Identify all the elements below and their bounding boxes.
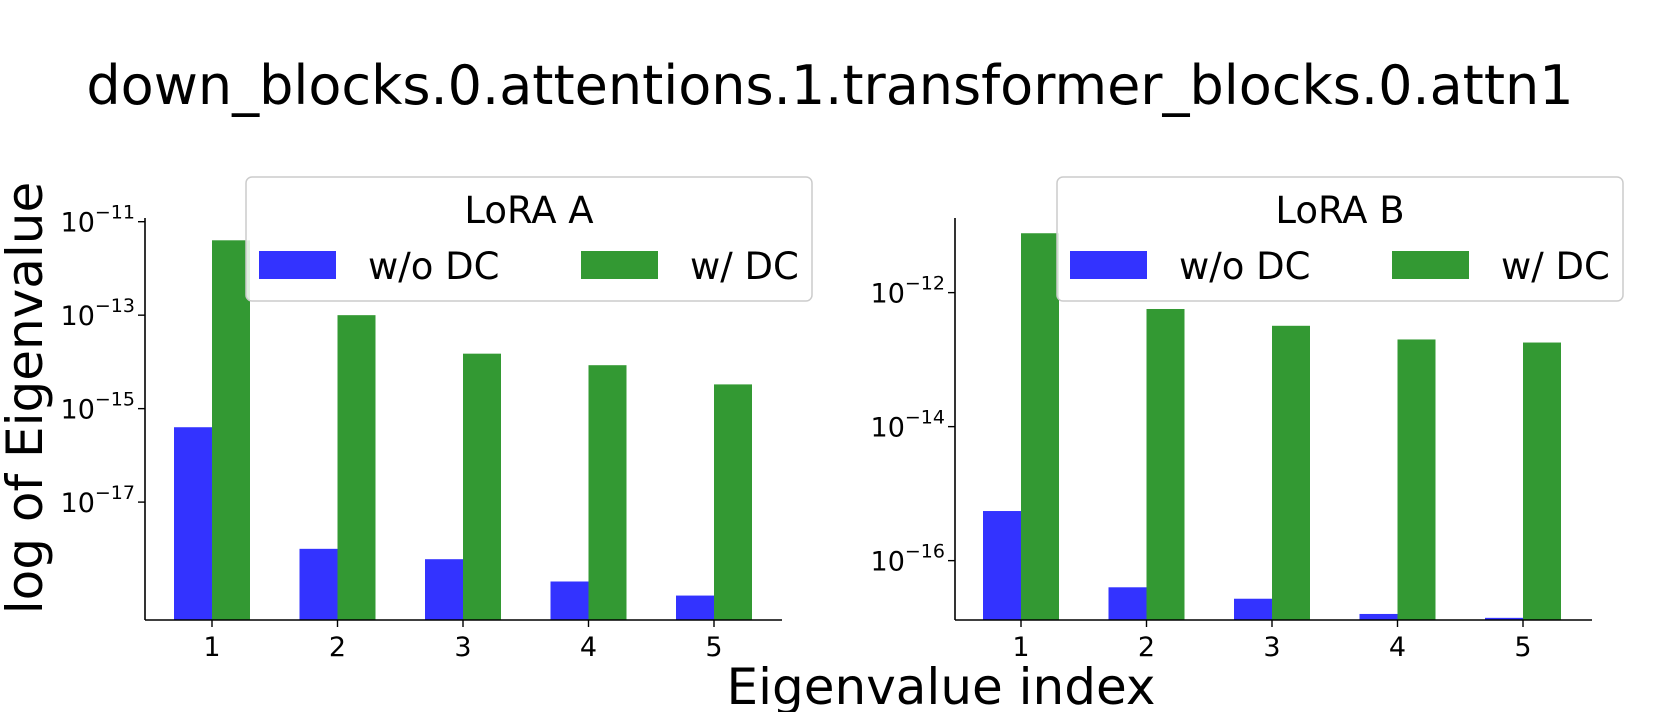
bar-with-dc-3 bbox=[1272, 325, 1310, 620]
bar-with-dc-2 bbox=[337, 315, 376, 620]
x-tick-label: 5 bbox=[705, 632, 722, 663]
y-axis-label: log of Eigenvalue bbox=[0, 182, 54, 614]
x-tick-label: 2 bbox=[1138, 632, 1155, 663]
legend-swatch-without-dc bbox=[259, 251, 336, 279]
y-tick-label: 10−12 bbox=[871, 273, 945, 310]
bar-with-dc-5 bbox=[1523, 342, 1561, 620]
legend-title: LoRA B bbox=[1275, 189, 1404, 232]
bar-with-dc-2 bbox=[1146, 308, 1185, 620]
legend-label-with-dc: w/ DC bbox=[1501, 245, 1610, 288]
legend: LoRA A w/o DC w/ DC bbox=[245, 176, 813, 302]
legend-label-without-dc: w/o DC bbox=[1179, 245, 1310, 288]
bar-with-dc-4 bbox=[588, 365, 627, 620]
panel-lora-a: 1 2 3 4 5 10−11 10−13 10−15 10−17 LoRA A w/o DC w/ … bbox=[61, 176, 813, 663]
x-tick-label: 1 bbox=[1012, 632, 1029, 663]
legend-swatch-without-dc bbox=[1070, 251, 1147, 279]
bar-without-dc-2 bbox=[299, 548, 338, 620]
bar-without-dc-3 bbox=[425, 559, 463, 620]
legend-label-with-dc: w/ DC bbox=[690, 245, 799, 288]
bar-without-dc-5 bbox=[676, 595, 714, 620]
bar-with-dc-1 bbox=[1021, 233, 1059, 620]
legend-label-without-dc: w/o DC bbox=[368, 245, 499, 288]
bar-without-dc-2 bbox=[1108, 587, 1147, 620]
bar-without-dc-1 bbox=[174, 427, 212, 620]
bar-with-dc-1 bbox=[212, 240, 250, 620]
legend-swatch-with-dc bbox=[1392, 251, 1469, 279]
bar-without-dc-5 bbox=[1485, 617, 1523, 620]
x-tick-label: 3 bbox=[454, 632, 471, 663]
legend-frame bbox=[1056, 176, 1624, 302]
y-tick-label: 10−16 bbox=[871, 541, 945, 578]
y-tick-label: 10−14 bbox=[871, 407, 945, 444]
figure-title: down_blocks.0.attentions.1.transformer_b… bbox=[86, 54, 1573, 117]
bar-without-dc-4 bbox=[1359, 613, 1398, 620]
x-tick-label: 4 bbox=[580, 632, 597, 663]
legend-swatch-with-dc bbox=[581, 251, 658, 279]
x-axis-label: Eigenvalue index bbox=[727, 658, 1156, 712]
bar-with-dc-3 bbox=[463, 353, 501, 620]
x-tick-label: 1 bbox=[203, 632, 220, 663]
bar-without-dc-4 bbox=[550, 581, 589, 620]
legend: LoRA B w/o DC w/ DC bbox=[1056, 176, 1624, 302]
bar-with-dc-4 bbox=[1397, 339, 1436, 620]
x-tick-label: 3 bbox=[1263, 632, 1280, 663]
y-tick-label: 10−15 bbox=[61, 389, 135, 426]
bar-without-dc-3 bbox=[1234, 598, 1272, 620]
y-tick-label: 10−11 bbox=[61, 202, 135, 239]
legend-frame bbox=[245, 176, 813, 302]
x-tick-label: 5 bbox=[1514, 632, 1531, 663]
panel-lora-b: 1 2 3 4 5 10−12 10−14 10−16 LoRA B w/o DC w/ DC bbox=[871, 176, 1624, 663]
bar-with-dc-5 bbox=[714, 384, 752, 620]
bar-without-dc-1 bbox=[983, 511, 1021, 620]
x-tick-label: 4 bbox=[1389, 632, 1406, 663]
y-tick-label: 10−13 bbox=[61, 295, 135, 332]
legend-title: LoRA A bbox=[464, 189, 593, 232]
x-tick-label: 2 bbox=[329, 632, 346, 663]
y-tick-label: 10−17 bbox=[61, 482, 135, 519]
